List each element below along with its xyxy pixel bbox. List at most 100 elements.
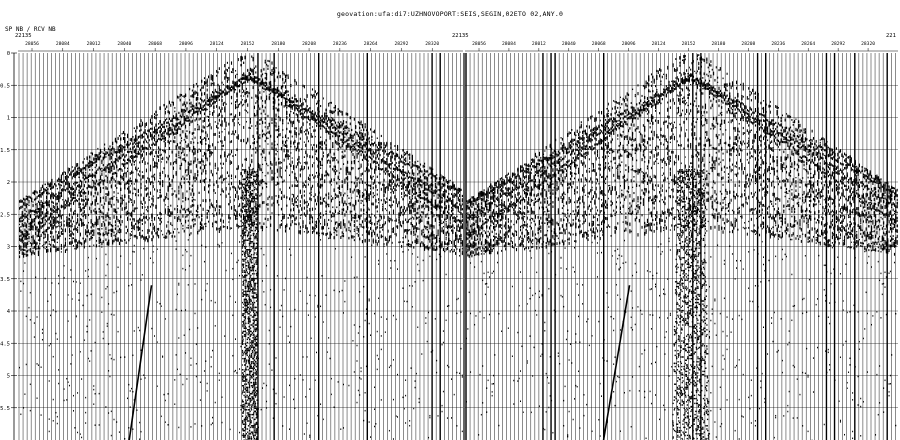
trace-wiggle (318, 185, 320, 188)
trace-wiggle (311, 146, 314, 149)
trace-wiggle (330, 216, 332, 218)
trace-wiggle (268, 130, 270, 135)
trace-wiggle (260, 80, 262, 83)
trace-wiggle (102, 331, 104, 333)
trace-wiggle (139, 174, 141, 177)
trace-wiggle (83, 190, 85, 193)
time-tick-label: 3.5 (0, 277, 10, 283)
trace-wiggle (202, 199, 204, 202)
trace-wiggle (209, 123, 211, 127)
trace-wiggle (172, 231, 174, 234)
trace-wiggle (226, 76, 228, 80)
trace-wiggle (205, 137, 207, 142)
trace-wiggle (66, 174, 68, 177)
trace-wiggle (221, 242, 223, 244)
trace-wiggle (90, 160, 92, 164)
trace-wiggle (260, 83, 262, 86)
trace-wiggle (280, 92, 283, 95)
trace-wiggle (39, 237, 41, 241)
trace-wiggle (230, 206, 233, 210)
trace-wiggle (205, 177, 207, 180)
trace-wiggle (298, 209, 300, 214)
trace-wiggle (98, 245, 100, 247)
trace-wiggle (114, 237, 116, 241)
trace-wiggle (167, 208, 169, 210)
trace-wiggle (166, 232, 168, 235)
trace-wiggle (226, 171, 228, 174)
trace-wiggle (183, 122, 185, 125)
trace-wiggle (141, 144, 144, 147)
trace-wiggle (155, 143, 157, 146)
trace-wiggle (55, 197, 57, 201)
trace-wiggle (174, 132, 176, 136)
trace-wiggle (209, 96, 211, 101)
trace-wiggle (98, 157, 100, 161)
trace-wiggle (311, 126, 314, 128)
trace-wiggle (266, 203, 268, 206)
trace-wiggle (58, 232, 60, 235)
trace-wiggle (125, 211, 127, 215)
trace-wiggle (262, 104, 264, 108)
trace-wiggle (83, 213, 85, 216)
trace-wiggle (106, 181, 108, 184)
trace-wiggle (170, 128, 172, 132)
trace-wiggle (210, 169, 212, 174)
trace-wiggle (121, 177, 123, 180)
trace-wiggle (66, 202, 68, 205)
trace-wiggle (279, 326, 281, 329)
trace-wiggle (24, 209, 26, 212)
trace-wiggle (117, 199, 119, 203)
trace-wiggle (264, 72, 266, 75)
trace-wiggle (160, 138, 162, 141)
trace-wiggle (132, 146, 134, 149)
trace-wiggle (256, 109, 258, 114)
trace-wiggle (332, 157, 334, 160)
trace-wiggle (241, 91, 243, 94)
trace-wiggle (131, 180, 133, 183)
trace-wiggle (168, 230, 170, 233)
trace-wiggle (267, 164, 269, 167)
trace-wiggle (89, 232, 91, 236)
trace-wiggle (212, 98, 214, 101)
trace-wiggle (25, 215, 27, 218)
trace-wiggle (199, 381, 201, 384)
trace-wiggle (298, 120, 300, 123)
trace-wiggle (120, 255, 122, 257)
trace-wiggle (295, 147, 297, 152)
trace-wiggle (194, 159, 196, 163)
trace-wiggle (114, 236, 116, 238)
trace-wiggle (159, 172, 161, 175)
trace-wiggle (29, 249, 31, 253)
trace-wiggle (140, 430, 142, 433)
trace-wiggle (282, 213, 284, 216)
trace-wiggle (176, 117, 179, 121)
trace-wiggle (104, 157, 106, 159)
trace-wiggle (175, 113, 177, 117)
trace-wiggle (19, 207, 21, 210)
trace-wiggle (224, 138, 226, 142)
trace-wiggle (229, 140, 231, 144)
trace-wiggle (86, 164, 88, 167)
trace-wiggle (240, 101, 242, 104)
trace-wiggle (50, 215, 52, 218)
trace-wiggle (203, 82, 206, 85)
trace-wiggle (310, 135, 312, 138)
trace-wiggle (349, 230, 351, 233)
trace-wiggle (151, 137, 153, 141)
trace-wiggle (256, 95, 258, 99)
trace-wiggle (81, 191, 83, 193)
trace-wiggle (303, 231, 305, 233)
trace-wiggle (183, 153, 185, 156)
trace-wiggle (353, 230, 355, 232)
trace-wiggle (148, 145, 150, 148)
trace-wiggle (178, 126, 180, 129)
trace-wiggle (144, 221, 146, 224)
trace-wiggle (59, 183, 61, 187)
trace-wiggle (131, 211, 133, 214)
trace-wiggle (187, 180, 189, 183)
trace-wiggle (337, 135, 339, 138)
trace-wiggle (259, 82, 261, 85)
trace-wiggle (59, 214, 61, 218)
trace-wiggle (194, 148, 196, 152)
trace-wiggle (90, 186, 92, 189)
